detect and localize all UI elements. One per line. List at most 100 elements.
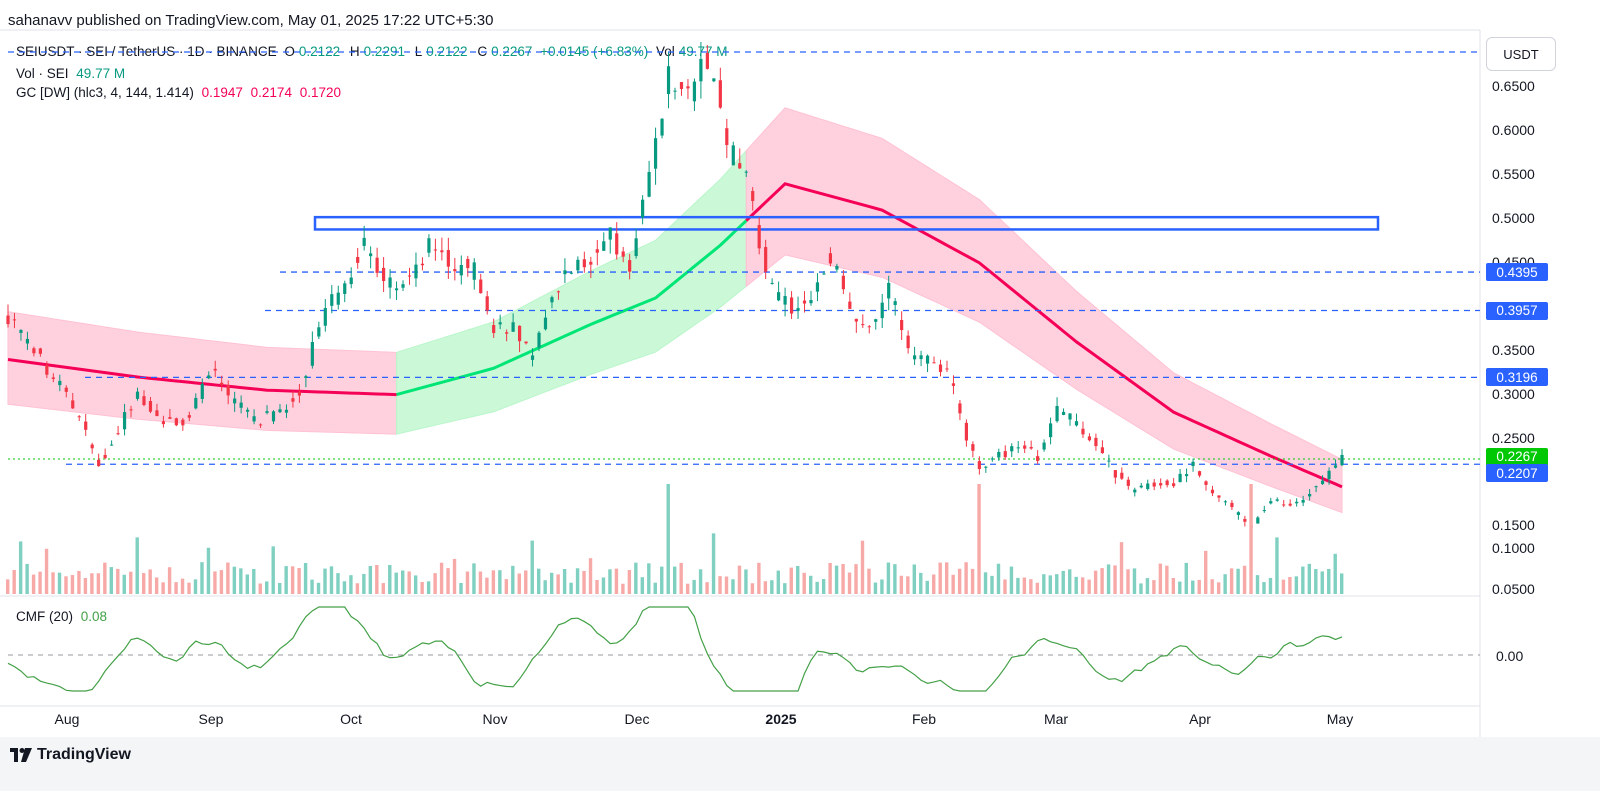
candle-body bbox=[284, 409, 289, 413]
candle-body bbox=[1087, 436, 1092, 441]
volume-bar bbox=[867, 568, 871, 594]
candle-body bbox=[1230, 502, 1234, 508]
volume-bar bbox=[485, 577, 489, 594]
volume-bar bbox=[161, 582, 165, 594]
volume-bar bbox=[608, 569, 612, 594]
volume-bar bbox=[258, 583, 262, 594]
volume-bar bbox=[537, 568, 541, 594]
candle-body bbox=[271, 411, 276, 422]
price-tick: 0.5000 bbox=[1492, 209, 1535, 226]
symbol-name[interactable]: SEIUSDT · SEI / TetherUS · 1D · BINANCE bbox=[16, 44, 277, 59]
volume-bar bbox=[439, 562, 444, 594]
candle-body bbox=[880, 302, 884, 319]
volume-bar bbox=[1288, 577, 1292, 594]
volume-bar bbox=[413, 575, 418, 594]
candle-body bbox=[1003, 451, 1007, 458]
candle-body bbox=[1107, 460, 1111, 462]
candle-body bbox=[1100, 447, 1104, 454]
candle-body bbox=[854, 318, 858, 322]
candle-body bbox=[660, 118, 664, 136]
candle-body bbox=[252, 416, 256, 422]
volume-bar bbox=[277, 583, 282, 594]
time-label: Feb bbox=[911, 711, 937, 727]
cmf-legend[interactable]: CMF (20) 0.08 bbox=[16, 609, 111, 624]
candle-body bbox=[349, 277, 353, 285]
volume-bar bbox=[1087, 579, 1091, 594]
candle-body bbox=[802, 300, 807, 304]
volume-bar bbox=[504, 579, 509, 594]
volume-bar bbox=[1100, 568, 1104, 594]
volume-bar bbox=[647, 563, 651, 594]
candle-body bbox=[122, 412, 127, 430]
candle-body bbox=[1308, 493, 1312, 497]
candle-body bbox=[265, 411, 269, 413]
volume-bar bbox=[1068, 569, 1072, 594]
volume-bar bbox=[1236, 568, 1240, 594]
volume-bar bbox=[575, 568, 580, 594]
volume-legend[interactable]: Vol · SEI 49.77 M bbox=[16, 66, 129, 81]
tradingview-logo[interactable]: TradingView bbox=[10, 746, 131, 764]
gc-midline-bearish-2 bbox=[745, 182, 1343, 489]
volume-bar bbox=[511, 565, 515, 594]
volume-bar bbox=[938, 562, 942, 594]
candle-body bbox=[330, 294, 334, 306]
volume-bar bbox=[530, 540, 534, 594]
candle-body bbox=[103, 454, 107, 459]
volume-bar bbox=[841, 564, 845, 594]
volume-bar bbox=[970, 568, 975, 594]
candle-body bbox=[945, 368, 949, 370]
volume-bar bbox=[770, 580, 774, 594]
price-tick: 0.3000 bbox=[1492, 385, 1535, 402]
candle-body bbox=[200, 383, 204, 399]
volume-bar bbox=[1093, 570, 1098, 594]
volume-bar bbox=[860, 540, 865, 594]
gc-legend[interactable]: GC [DW] (hlc3, 4, 144, 1.414) 0.1947 0.2… bbox=[16, 85, 345, 100]
volume-bar bbox=[316, 582, 321, 594]
candle-body bbox=[699, 58, 703, 82]
cmf-indicator-label[interactable]: CMF (20) bbox=[16, 609, 73, 624]
cmf-zero-tick: 0.00 bbox=[1496, 648, 1524, 664]
candle-body bbox=[246, 409, 250, 412]
symbol-legend[interactable]: SEIUSDT · SEI / TetherUS · 1D · BINANCE … bbox=[16, 44, 732, 59]
volume-bar bbox=[1119, 542, 1124, 594]
volume-bar bbox=[239, 568, 243, 594]
candle-body bbox=[1165, 480, 1169, 486]
candle-body bbox=[1314, 486, 1318, 488]
volume-bar bbox=[1320, 571, 1324, 594]
candle-body bbox=[582, 259, 586, 268]
volume-indicator-label[interactable]: Vol · SEI bbox=[16, 66, 69, 81]
price-badge: 0.4395 bbox=[1486, 263, 1548, 282]
volume-bar bbox=[1171, 577, 1176, 594]
volume-bar bbox=[6, 579, 10, 594]
candle-body bbox=[381, 267, 386, 282]
candle-body bbox=[511, 322, 515, 332]
candle-body bbox=[71, 400, 75, 409]
candle-body bbox=[110, 444, 114, 446]
volume-bar bbox=[109, 567, 114, 594]
volume-bar bbox=[368, 565, 373, 594]
candle-body bbox=[1333, 465, 1338, 468]
candle-body bbox=[1269, 501, 1273, 504]
volume-bar bbox=[912, 564, 917, 594]
candle-body bbox=[576, 259, 580, 271]
volume-bar bbox=[213, 571, 217, 594]
volume-bar bbox=[446, 568, 450, 594]
currency-button[interactable]: USDT bbox=[1486, 37, 1556, 71]
volume-bar bbox=[355, 583, 360, 594]
volume-bar bbox=[375, 564, 379, 594]
volume-bar bbox=[1106, 564, 1111, 594]
candle-body bbox=[479, 279, 483, 294]
volume-bar bbox=[621, 583, 625, 594]
price-badge: 0.3957 bbox=[1486, 301, 1548, 320]
gc-indicator-label[interactable]: GC [DW] (hlc3, 4, 144, 1.414) bbox=[16, 85, 194, 100]
candle-body bbox=[738, 163, 742, 169]
volume-bar bbox=[148, 569, 152, 594]
candle-body bbox=[207, 375, 211, 379]
candle-body bbox=[388, 277, 392, 288]
volume-bar bbox=[763, 581, 768, 594]
candle-body bbox=[317, 327, 321, 337]
volume-bar bbox=[698, 569, 703, 594]
volume-bar bbox=[323, 568, 327, 594]
candle-body bbox=[517, 325, 522, 342]
